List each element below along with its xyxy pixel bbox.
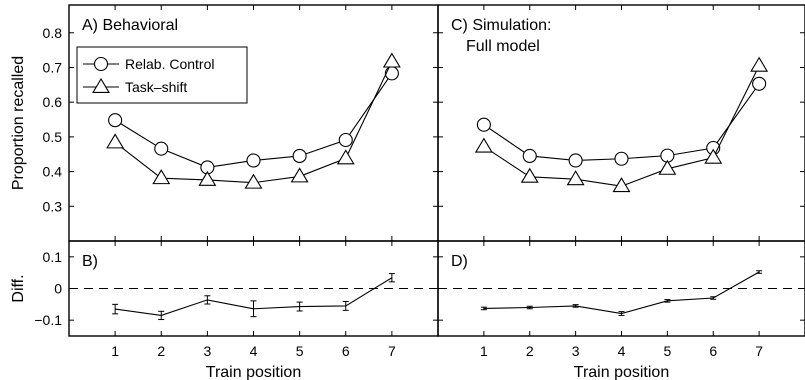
data-point-triangle [198,170,217,186]
panel-label: B) [82,253,98,270]
data-point-circle [568,153,583,168]
y-tick-label: 0.4 [43,164,63,180]
y-tick-label: 0.1 [43,249,63,265]
series-2 [106,52,401,189]
data-point-circle [246,153,261,168]
data-point-circle [522,148,537,164]
x-tick-label: 6 [709,343,717,359]
series-2 [474,56,769,193]
data-point-triangle [566,170,585,186]
x-tick-label: 7 [388,343,396,359]
panel-label: C) Simulation: [451,17,551,34]
data-point-circle [614,151,629,166]
series-1 [476,76,767,168]
x-tick-label: 6 [342,343,350,359]
data-point-triangle [474,137,493,153]
data-point-triangle [658,159,677,175]
data-point-triangle [750,56,769,72]
y-tick-label: 0.6 [43,94,63,110]
legend-entry: Task–shift [125,79,187,95]
series-1 [112,273,395,321]
data-point-circle [108,113,123,128]
data-point-triangle [520,167,539,183]
series-1 [480,270,763,316]
data-point-triangle [336,149,355,165]
y-tick-label: 0.5 [43,129,63,145]
panel-frame [68,4,439,242]
y-tick-label: 0 [54,281,62,297]
y-tick-label: 0.8 [43,25,63,41]
series-1 [108,66,399,175]
legend-entry: Relab. Control [125,56,215,72]
x-tick-label: 4 [618,343,626,359]
panel-label: Full model [466,38,540,55]
x-tick-label: 5 [296,343,304,359]
series-line [483,271,760,315]
data-point-triangle [152,169,171,185]
y-tick-label: 0.3 [43,198,63,214]
y-axis-label: Diff. [10,274,27,302]
data-point-triangle [612,177,631,193]
panel-b: −0.1 0 0.1 1 2 3 4 5 6 7 B) Diff. Train position [10,240,439,380]
data-point-circle [154,141,169,156]
data-point-triangle [106,133,125,149]
x-tick-label: 1 [480,343,488,359]
data-point-triangle [382,52,401,68]
panels: 0.3 0.4 0.5 0.6 0.7 0.8 A) Behavioral Proportio… [10,4,805,380]
data-point-circle [384,66,399,81]
legend: Relab. Control Task–shift [76,46,248,104]
x-axis-label: Train position [206,364,301,380]
legend-marker-triangle [92,77,110,93]
panel-c: C) Simulation: Full model [437,4,805,242]
data-point-circle [752,76,767,91]
panel-d: 1 2 3 4 5 6 7 D) Train position [437,240,805,380]
data-point-circle [476,117,491,132]
x-axis-label: Train position [574,364,669,380]
panel-a: 0.3 0.4 0.5 0.6 0.7 0.8 A) Behavioral Proportio… [10,4,439,242]
x-tick-label: 3 [203,343,211,359]
legend-box [76,46,248,104]
series-line [483,65,760,187]
x-tick-label: 2 [157,343,165,359]
data-point-triangle [244,173,263,189]
panel-label: A) Behavioral [82,17,178,34]
x-tick-label: 1 [111,343,119,359]
x-tick-label: 5 [663,343,671,359]
x-tick-label: 3 [572,343,580,359]
panel-label: D) [451,253,468,270]
legend-marker-circle [93,56,109,72]
x-tick-label: 2 [526,343,534,359]
data-point-triangle [290,167,309,183]
data-point-circle [292,148,307,164]
y-tick-label: −0.1 [34,312,62,328]
data-point-circle [338,132,353,148]
data-point-triangle [704,148,723,164]
y-axis-label: Proportion recalled [10,56,27,190]
x-tick-label: 4 [250,343,258,359]
x-tick-label: 7 [755,343,763,359]
y-tick-label: 0.7 [43,59,63,75]
